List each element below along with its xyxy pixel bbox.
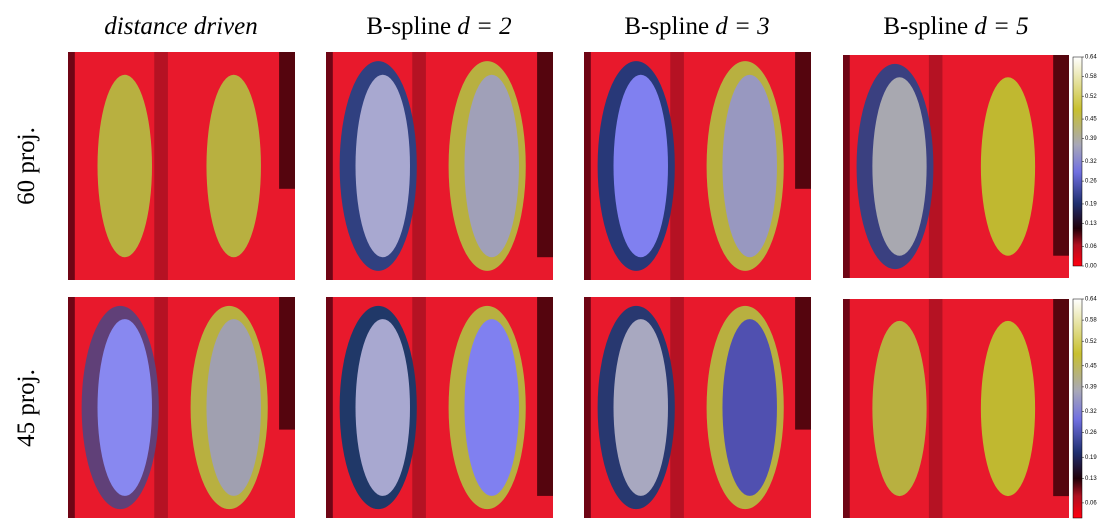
dark-streak <box>670 297 684 518</box>
dark-streak <box>326 52 333 280</box>
blob <box>722 319 777 496</box>
title-math: d = 5 <box>974 13 1028 40</box>
image-panel <box>68 297 295 518</box>
blob <box>355 319 410 496</box>
image-panel <box>584 297 811 518</box>
colorbar-tick-label: 0.52 <box>1085 339 1097 345</box>
colorbar-tick-label: 0.58 <box>1085 318 1097 324</box>
colorbar-tick-label: 0.19 <box>1085 455 1097 461</box>
blob <box>980 77 1036 256</box>
blob <box>722 74 777 258</box>
colorbar-tick-label: 0.39 <box>1085 136 1097 142</box>
column-title: B-spline d = 2 <box>366 13 511 40</box>
dark-streak <box>279 52 295 189</box>
title-text: B-spline <box>883 13 968 40</box>
blob <box>872 320 927 497</box>
colorbar-tick-label: 0.39 <box>1085 384 1097 390</box>
blob <box>464 319 519 496</box>
dark-streak <box>584 52 591 280</box>
dark-streak <box>843 299 850 518</box>
colorbar-tick-label: 0.06 <box>1085 500 1097 506</box>
blob <box>97 74 152 258</box>
blob <box>206 319 261 496</box>
dark-streak <box>537 52 553 258</box>
dark-streak <box>68 52 75 280</box>
dark-streak <box>670 52 684 280</box>
title-math: d = 3 <box>715 13 769 40</box>
colorbar-tick-label: 0.45 <box>1085 363 1097 369</box>
dark-streak <box>795 52 811 189</box>
colorbar-tick-label: 0.58 <box>1085 74 1097 80</box>
column-title: B-spline d = 3 <box>624 13 769 40</box>
dark-streak <box>68 297 75 518</box>
colorbar-tick-label: 0.13 <box>1085 221 1097 227</box>
colorbar-tick-label: 0.00 <box>1085 264 1097 270</box>
colorbar <box>1072 56 1083 267</box>
dark-streak <box>279 297 295 430</box>
blob <box>97 319 152 496</box>
image-panel <box>326 52 553 280</box>
blob <box>980 320 1036 497</box>
image-panel <box>843 299 1069 518</box>
image-panel <box>326 297 553 518</box>
colorbar-tick-label: 0.26 <box>1085 430 1097 436</box>
row-label: 60 proj. <box>13 127 40 205</box>
colorbar-tick-label: 0.13 <box>1085 476 1097 482</box>
column-title: B-spline d = 5 <box>883 13 1028 40</box>
title-math: d = 2 <box>457 13 511 40</box>
dark-streak <box>154 52 168 280</box>
image-panel <box>68 52 295 280</box>
colorbar <box>1072 298 1083 519</box>
blob <box>355 74 410 258</box>
colorbar-tick-label: 0.19 <box>1085 202 1097 208</box>
dark-streak <box>795 297 811 430</box>
blob <box>206 74 261 258</box>
colorbar-tick-label: 0.26 <box>1085 179 1097 185</box>
blob <box>872 77 927 256</box>
dark-streak <box>412 52 426 280</box>
title-text: B-spline <box>366 13 451 40</box>
dark-streak <box>1053 55 1069 256</box>
colorbar-tick-label: 0.06 <box>1085 244 1097 250</box>
title-text: B-spline <box>624 13 709 40</box>
blob <box>613 74 668 258</box>
colorbar-tick-label: 0.64 <box>1085 55 1097 61</box>
column-title: distance driven <box>104 13 257 40</box>
title-text: distance driven <box>104 13 257 40</box>
colorbar-tick-label: 0.32 <box>1085 159 1097 165</box>
image-panel <box>843 55 1069 278</box>
dark-streak <box>537 297 553 496</box>
dark-streak <box>584 297 591 518</box>
row-label: 45 proj. <box>13 369 40 447</box>
colorbar-tick-label: 0.32 <box>1085 409 1097 415</box>
dark-streak <box>326 297 333 518</box>
colorbar-tick-label: 0.52 <box>1085 94 1097 100</box>
dark-streak <box>928 299 943 518</box>
dark-streak <box>412 297 426 518</box>
dark-streak <box>928 55 943 278</box>
blob <box>613 319 668 496</box>
colorbar-tick-label: 0.64 <box>1085 297 1097 303</box>
dark-streak <box>1053 299 1069 497</box>
image-panel <box>584 52 811 280</box>
dark-streak <box>843 55 850 278</box>
dark-streak <box>154 297 168 518</box>
blob <box>464 74 519 258</box>
colorbar-tick-label: 0.45 <box>1085 117 1097 123</box>
